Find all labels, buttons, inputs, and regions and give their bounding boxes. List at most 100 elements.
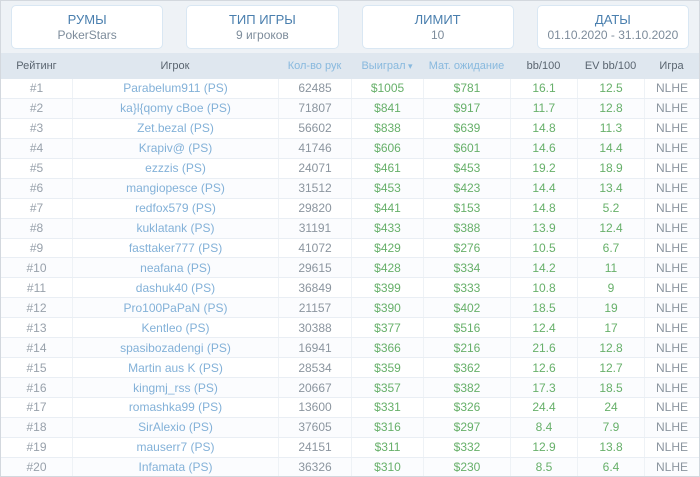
player-link[interactable]: spasibozadengi (PS) [72,338,278,358]
column-label: bb/100 [526,60,561,72]
table-row: #17 romashka99 (PS) 13600 $331 $326 24.4… [1,398,699,418]
bb100-cell: 14.8 [510,118,577,138]
column-label: Рейтинг [16,60,57,72]
player-link[interactable]: Zet.bezal (PS) [72,118,278,138]
hands-cell: 31191 [278,218,351,238]
player-link[interactable]: romashka99 (PS) [72,398,278,417]
table-row: #11 dashuk40 (PS) 36849 $399 $333 10.8 9… [1,278,699,299]
player-link[interactable]: Infamata (PS) [72,457,278,476]
player-link[interactable]: Parabelum911 (PS) [72,79,278,98]
filter-dates[interactable]: ДАТЫ 01.10.2020 - 31.10.2020 [536,5,689,49]
bb100-cell: 16.1 [510,79,577,98]
expectation-cell: $333 [423,278,510,298]
player-link[interactable]: Martin aus K (PS) [72,358,278,378]
game-cell: NLHE [644,218,699,238]
ev-bb100-cell: 14.4 [577,138,644,158]
rank-cell: #11 [26,280,47,295]
won-cell: $838 [351,118,423,138]
game-cell: NLHE [644,318,699,338]
bb100-cell: 13.9 [510,218,577,238]
expectation-cell: $297 [423,417,510,437]
rank-cell: #1 [29,81,44,96]
player-link[interactable]: SirAlexio (PS) [72,417,278,437]
sort-desc-icon: ▾ [405,61,413,71]
table-row: #3 Zet.bezal (PS) 56602 $838 $639 14.8 1… [1,118,699,139]
rank-cell: #6 [29,181,44,196]
column-header[interactable]: Мат. ожидание [423,60,510,72]
filter-game-type[interactable]: ТИП ИГРЫ 9 игроков [186,5,339,49]
filter-rooms[interactable]: РУМЫ PokerStars [11,5,164,49]
rank-cell: #8 [29,221,44,236]
player-link[interactable]: kingmj_rss (PS) [72,378,278,397]
hands-cell: 71807 [278,98,351,118]
rank-cell: #16 [26,380,47,395]
game-cell: NLHE [644,138,699,158]
hands-cell: 29615 [278,258,351,278]
rank-cell: #10 [26,260,47,275]
table-row: #20 Infamata (PS) 36326 $310 $230 8.5 6.… [1,457,699,476]
rank-cell: #18 [26,420,47,435]
expectation-cell: $216 [423,338,510,358]
expectation-cell: $230 [423,457,510,476]
player-link[interactable]: Kentleo (PS) [72,318,278,338]
player-link[interactable]: ezzzis (PS) [72,158,278,178]
rank-cell: #14 [26,340,47,355]
player-link[interactable]: neafana (PS) [72,258,278,278]
column-header: Игрок [72,60,278,72]
table-header-row: Рейтинг Игрок Кол-во рук Выиграл ▾ Мат. … [1,53,699,79]
bb100-cell: 10.8 [510,278,577,298]
won-cell: $359 [351,358,423,378]
won-cell: $433 [351,218,423,238]
ev-bb100-cell: 24 [577,398,644,417]
rank-cell: #4 [29,141,44,156]
won-cell: $841 [351,98,423,118]
game-cell: NLHE [644,238,699,258]
ev-bb100-cell: 9 [577,278,644,298]
player-link[interactable]: dashuk40 (PS) [72,278,278,298]
expectation-cell: $276 [423,238,510,258]
player-link[interactable]: mangiopesce (PS) [72,178,278,198]
player-link[interactable]: redfox579 (PS) [72,198,278,218]
table-row: #6 mangiopesce (PS) 31512 $453 $423 14.4… [1,178,699,199]
ev-bb100-cell: 6.7 [577,238,644,258]
expectation-cell: $639 [423,118,510,138]
won-cell: $461 [351,158,423,178]
rank-cell: #12 [26,300,47,315]
rank-cell: #17 [26,400,47,415]
column-header[interactable]: Кол-во рук [278,60,351,72]
game-cell: NLHE [644,338,699,358]
bb100-cell: 8.4 [510,417,577,437]
table-row: #13 Kentleo (PS) 30388 $377 $516 12.4 17… [1,318,699,339]
rank-cell: #19 [26,440,47,455]
bb100-cell: 8.5 [510,457,577,476]
ev-bb100-cell: 11.3 [577,118,644,138]
won-cell: $390 [351,298,423,318]
column-header: bb/100 [510,60,577,72]
game-cell: NLHE [644,118,699,138]
player-link[interactable]: kuklatank (PS) [72,218,278,238]
rank-cell: #2 [29,101,44,116]
filter-limit[interactable]: ЛИМИТ 10 [361,5,514,49]
column-label: EV bb/100 [584,60,637,72]
expectation-cell: $153 [423,198,510,218]
bb100-cell: 24.4 [510,398,577,417]
player-link[interactable]: Krapiv@ (PS) [72,138,278,158]
ev-bb100-cell: 19 [577,298,644,318]
game-cell: NLHE [644,437,699,457]
hands-cell: 37605 [278,417,351,437]
table-row: #18 SirAlexio (PS) 37605 $316 $297 8.4 7… [1,417,699,438]
ev-bb100-cell: 11 [577,258,644,278]
won-cell: $310 [351,457,423,476]
ev-bb100-cell: 6.4 [577,457,644,476]
expectation-cell: $402 [423,298,510,318]
hands-cell: 30388 [278,318,351,338]
column-header[interactable]: Выиграл ▾ [351,60,423,72]
player-link[interactable]: Pro100PaPaN (PS) [72,298,278,318]
game-cell: NLHE [644,178,699,198]
player-link[interactable]: ka}l{qomy cBoe (PS) [72,98,278,118]
hands-cell: 20667 [278,378,351,397]
player-link[interactable]: fasttaker777 (PS) [72,238,278,258]
player-link[interactable]: mauserr7 (PS) [72,437,278,457]
table-row: #2 ka}l{qomy cBoe (PS) 71807 $841 $917 1… [1,98,699,119]
expectation-cell: $362 [423,358,510,378]
